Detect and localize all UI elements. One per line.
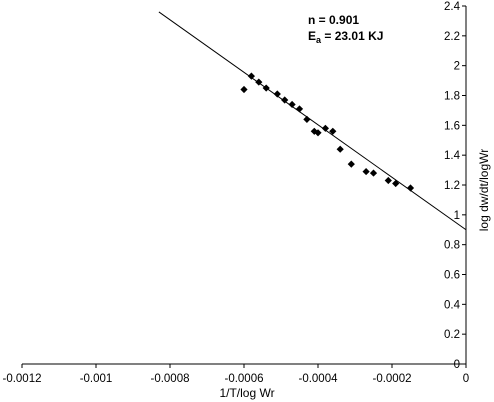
data-point bbox=[362, 167, 370, 176]
data-point bbox=[281, 96, 289, 104]
data-point bbox=[406, 184, 415, 192]
y-tick-label: 0.6 bbox=[444, 270, 460, 282]
data-point bbox=[347, 160, 355, 168]
x-tick-label: -0.0012 bbox=[2, 373, 41, 385]
y-axis: 0 0.2 0.4 0.6 0.8 1 1.2 1.4 1.6 1.8 2 2.2 2.4 bbox=[444, 1, 467, 371]
trendline bbox=[158, 11, 467, 231]
y-tick-label: 1.4 bbox=[444, 150, 461, 162]
y-tick-label: 1.2 bbox=[444, 180, 460, 192]
data-point bbox=[295, 105, 304, 113]
y-tick-label: 0.8 bbox=[444, 240, 460, 252]
data-point bbox=[255, 78, 263, 86]
data-point bbox=[329, 127, 337, 135]
data-point bbox=[314, 129, 322, 137]
y-tick-label: 1 bbox=[454, 210, 460, 222]
annotation-ea: Ea = 23.01 KJ bbox=[308, 29, 383, 45]
y-tick-label: 2.4 bbox=[444, 1, 461, 13]
annotation: n = 0.901 Ea = 23.01 KJ bbox=[308, 13, 383, 45]
x-tick-label: -0.0002 bbox=[372, 373, 411, 385]
trendline-layer bbox=[158, 11, 467, 231]
data-point bbox=[288, 100, 296, 109]
y-tick-label: 2 bbox=[454, 61, 460, 73]
x-axis-title: 1/T/log Wr bbox=[219, 386, 274, 400]
annotation-ea-prefix: E bbox=[308, 29, 316, 43]
y-axis-title: log dw/dt/logWr bbox=[477, 149, 491, 231]
data-point bbox=[262, 84, 270, 92]
annotation-n: n = 0.901 bbox=[308, 13, 359, 27]
annotation-ea-subscript: a bbox=[316, 35, 322, 45]
data-point bbox=[321, 124, 329, 132]
x-tick-label: 0 bbox=[463, 373, 469, 385]
data-point bbox=[384, 176, 392, 185]
x-tick-label: -0.0008 bbox=[150, 373, 189, 385]
data-point bbox=[392, 179, 400, 188]
x-tick-label: -0.0006 bbox=[224, 373, 263, 385]
data-point bbox=[247, 72, 255, 80]
y-tick-label: 0.4 bbox=[444, 299, 461, 311]
data-point bbox=[336, 145, 344, 153]
x-axis: -0.0012 -0.001 -0.0008 -0.0006 -0.0004 -0.000… bbox=[2, 363, 469, 385]
y-tick-label: 2.2 bbox=[444, 31, 460, 43]
points-layer bbox=[240, 72, 415, 192]
y-tick-label: 1.6 bbox=[444, 120, 460, 132]
y-tick-label: 0 bbox=[454, 359, 460, 371]
data-point bbox=[303, 115, 311, 123]
x-tick-label: -0.0004 bbox=[298, 373, 338, 385]
data-point bbox=[369, 169, 378, 177]
x-tick-label: -0.001 bbox=[80, 373, 113, 385]
y-tick-label: 0.2 bbox=[444, 329, 460, 341]
annotation-ea-suffix: = 23.01 KJ bbox=[321, 29, 383, 43]
data-point bbox=[240, 85, 248, 94]
y-tick-label: 1.8 bbox=[444, 91, 460, 103]
data-point bbox=[310, 127, 318, 135]
data-point bbox=[273, 90, 281, 98]
